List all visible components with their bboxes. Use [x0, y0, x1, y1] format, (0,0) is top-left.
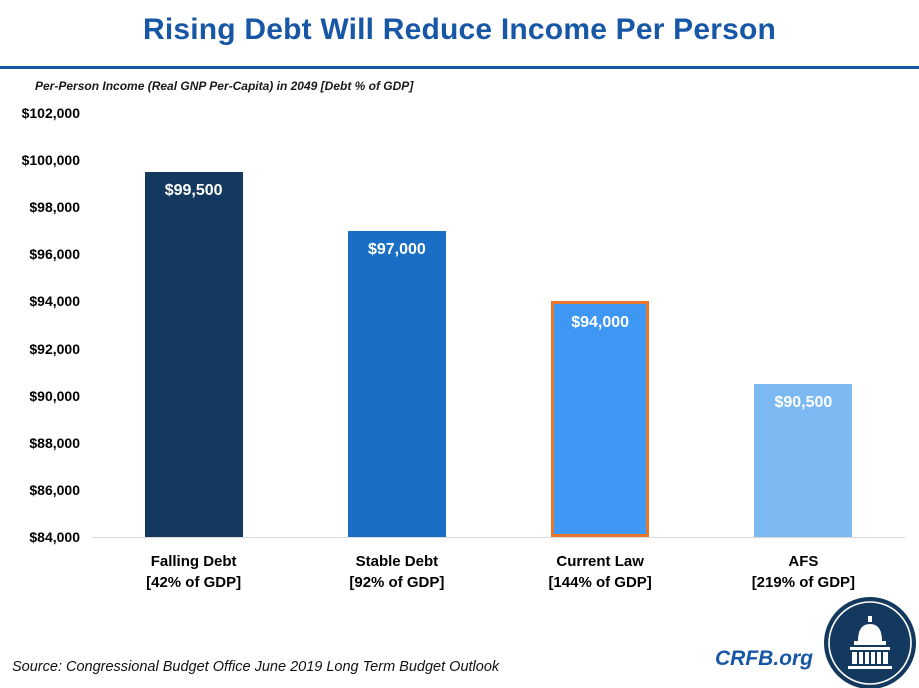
- y-axis-tick-label: $84,000: [29, 529, 80, 545]
- category-name: AFS: [788, 553, 819, 570]
- category-label: Current Law [144% of GDP]: [490, 551, 710, 593]
- category-sublabel: [42% of GDP]: [146, 574, 242, 591]
- bar-value-label: $99,500: [164, 181, 223, 199]
- y-axis-tick-label: $100,000: [21, 152, 80, 169]
- y-axis-tick-label: $88,000: [29, 434, 80, 451]
- category-name: Current Law: [556, 553, 644, 570]
- category-name: Falling Debt: [150, 553, 237, 570]
- category-label: Stable Debt [92% of GDP]: [287, 551, 507, 593]
- category-sublabel: [219% of GDP]: [751, 574, 856, 591]
- category-label: AFS [219% of GDP]: [693, 551, 913, 593]
- crfb-capitol-logo-icon: [824, 597, 916, 688]
- category-sublabel: [92% of GDP]: [349, 574, 445, 591]
- category-name: Stable Debt: [355, 553, 439, 570]
- y-axis-tick-label: $86,000: [29, 481, 80, 498]
- bar-falling-debt: $99,500: [144, 171, 243, 537]
- y-axis-tick-label: $96,000: [29, 246, 80, 263]
- brand-text: CRFB.org: [715, 647, 813, 670]
- y-axis-tick-label: $92,000: [29, 340, 80, 357]
- chart-subtitle: Per-Person Income (Real GNP Per-Capita) …: [35, 79, 414, 93]
- title-divider: [0, 66, 919, 69]
- bar-stable-debt: $97,000: [347, 230, 446, 537]
- y-axis: $102,000 $100,000 $98,000 $96,000 $94,000 $92…: [0, 0, 80, 688]
- y-axis-tick-label: $102,000: [21, 105, 80, 121]
- source-note: Source: Congressional Budget Office June…: [12, 659, 500, 675]
- x-axis-labels: Falling Debt [42% of GDP] Stable Debt [92% …: [92, 551, 905, 611]
- y-axis-tick-label: $94,000: [29, 293, 80, 310]
- plot-area: $99,500 $97,000 $94,000 $90,500: [92, 113, 905, 538]
- bar-afs: $90,500: [754, 383, 853, 537]
- bar-value-label: $90,500: [774, 393, 833, 411]
- bar-current-law: $94,000: [551, 301, 650, 537]
- chart-title: Rising Debt Will Reduce Income Per Perso…: [142, 13, 777, 46]
- y-axis-tick-label: $90,000: [29, 387, 80, 404]
- category-sublabel: [144% of GDP]: [548, 574, 652, 591]
- bar-value-label: $94,000: [571, 314, 630, 332]
- category-label: Falling Debt [42% of GDP]: [84, 551, 304, 593]
- bar-value-label: $97,000: [367, 240, 426, 258]
- y-axis-tick-label: $98,000: [29, 199, 80, 216]
